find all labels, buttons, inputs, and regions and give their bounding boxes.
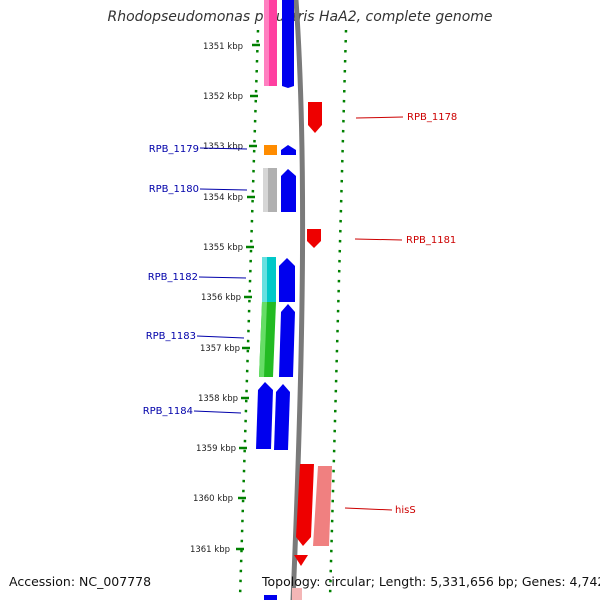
diagram-title: Rhodopseudomonas palustris HaA2, complet… <box>107 9 493 25</box>
gene-arrow-blue <box>256 382 273 449</box>
leader-line-rpb-1178 <box>355 116 404 119</box>
gene-label-rpb-1180: RPB_1180 <box>149 184 199 195</box>
gene-label-rpb-1182: RPB_1182 <box>148 272 198 283</box>
gene-block-orange <box>264 145 277 155</box>
gene-label-rpb-1183: RPB_1183 <box>146 331 196 342</box>
plus-strand-genes <box>292 102 332 600</box>
leader-line-rpb-1179 <box>199 147 248 150</box>
ruler-tick-label: 1357 kbp <box>200 344 240 354</box>
genome-summary-text: Topology: circular; Length: 5,331,656 bp… <box>262 574 600 589</box>
gene-block-light-pink <box>292 588 302 600</box>
gene-arrow-red <box>296 464 314 546</box>
gene-arrow-blue <box>279 258 295 302</box>
left-dotted-track <box>238 29 260 599</box>
gene-arrow-light-red <box>313 466 332 546</box>
gene-arrow-blue <box>279 304 295 377</box>
ruler-tick-label: 1354 kbp <box>203 193 243 203</box>
gene-label-rpb-1179: RPB_1179 <box>149 144 199 155</box>
leader-line-rpb-1183 <box>196 335 245 339</box>
ruler-tick-label: 1361 kbp <box>190 545 230 555</box>
gene-arrow-blue <box>281 169 296 212</box>
leader-line-rpb-1180 <box>199 188 248 191</box>
ruler-tick-label: 1355 kbp <box>203 243 243 253</box>
leader-line-rpb-1182 <box>198 276 247 279</box>
gene-label-rpb-1178: RPB_1178 <box>407 112 457 123</box>
gene-label-rpb-1184: RPB_1184 <box>143 406 193 417</box>
gene-arrow-red <box>307 229 321 248</box>
gene-label-leaders <box>193 116 404 511</box>
ruler-tick-label: 1360 kbp <box>193 494 233 504</box>
gene-arrow-red <box>294 555 308 566</box>
leader-line-rpb-1184 <box>193 410 242 414</box>
ruler-tick-label: 1351 kbp <box>203 42 243 52</box>
ruler-tick-label: 1352 kbp <box>203 92 243 102</box>
accession-text: Accession: NC_007778 <box>9 574 152 589</box>
gene-block-pink-highlight <box>264 0 269 86</box>
gene-labels: RPB_1179 RPB_1180 RPB_1182 RPB_1183 RPB_… <box>143 112 458 516</box>
leader-line-hiss <box>344 507 393 511</box>
gene-block-cyan-highlight <box>262 257 267 302</box>
gene-label-hiss: hisS <box>395 505 416 516</box>
genome-backbone <box>290 0 306 600</box>
gene-arrow-blue <box>282 0 294 88</box>
leader-line-rpb-1181 <box>354 238 403 241</box>
gene-arrow-blue <box>281 145 296 155</box>
ruler: 1351 kbp 1352 kbp 1353 kbp 1354 kbp 1355… <box>190 42 260 555</box>
right-dotted-track <box>328 29 348 599</box>
ruler-tick-label: 1356 kbp <box>201 293 241 303</box>
gene-arrow-red <box>308 102 322 133</box>
ruler-tick-label: 1353 kbp <box>203 142 243 152</box>
gene-block-grey-highlight <box>263 168 268 212</box>
gene-label-rpb-1181: RPB_1181 <box>406 235 456 246</box>
gene-arrow-blue <box>274 384 290 450</box>
gene-block-green-highlight <box>259 302 267 377</box>
ruler-tick-label: 1358 kbp <box>198 394 238 404</box>
minus-strand-genes <box>256 0 296 600</box>
gene-block-blue <box>264 595 277 600</box>
ruler-tick-label: 1359 kbp <box>196 444 236 454</box>
